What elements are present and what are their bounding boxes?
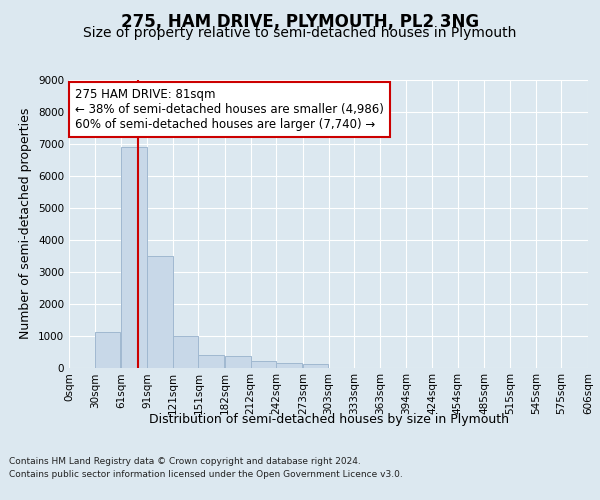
Text: Contains public sector information licensed under the Open Government Licence v3: Contains public sector information licen… [9, 470, 403, 479]
Bar [199, 354, 224, 368]
Y-axis label: Number of semi-detached properties: Number of semi-detached properties [19, 108, 32, 340]
Text: Contains HM Land Registry data © Crown copyright and database right 2024.: Contains HM Land Registry data © Crown c… [9, 458, 361, 466]
Bar [121, 147, 147, 368]
Text: 275 HAM DRIVE: 81sqm
← 38% of semi-detached houses are smaller (4,986)
60% of se: 275 HAM DRIVE: 81sqm ← 38% of semi-detac… [75, 88, 384, 131]
Text: Distribution of semi-detached houses by size in Plymouth: Distribution of semi-detached houses by … [149, 412, 509, 426]
Text: Size of property relative to semi-detached houses in Plymouth: Size of property relative to semi-detach… [83, 26, 517, 40]
Bar [95, 332, 121, 368]
Text: 275, HAM DRIVE, PLYMOUTH, PL2 3NG: 275, HAM DRIVE, PLYMOUTH, PL2 3NG [121, 12, 479, 30]
Bar [173, 336, 199, 368]
Bar [276, 362, 302, 368]
Bar [147, 256, 173, 368]
Bar [225, 356, 251, 368]
Bar [303, 364, 329, 368]
Bar [251, 361, 276, 368]
